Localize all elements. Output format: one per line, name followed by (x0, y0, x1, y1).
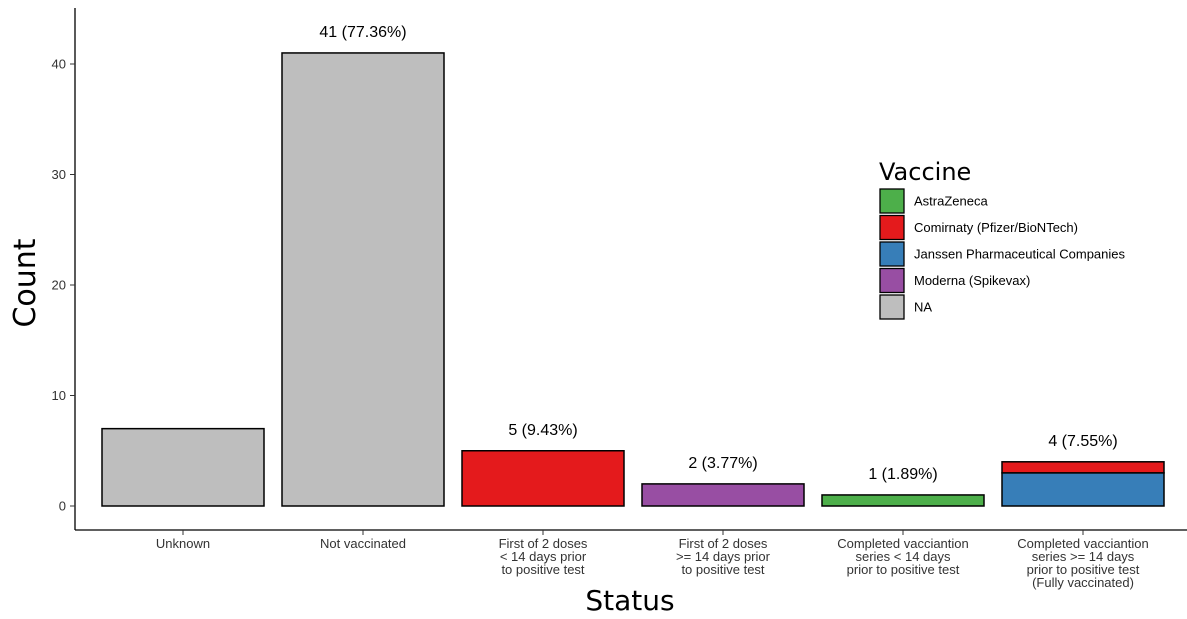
bars (101, 52, 1165, 507)
x-category-label: prior to positive test (1027, 562, 1140, 577)
x-category-label: Not vaccinated (320, 536, 406, 551)
bar-value-label: 2 (3.77%) (688, 455, 757, 472)
bar-segment (1001, 472, 1165, 507)
bar-segment (821, 494, 985, 507)
axes: 0 10 20 30 40 (52, 8, 1187, 535)
legend-item-label: NA (914, 300, 932, 315)
legend-swatch (879, 241, 905, 267)
x-category-label: Completed vacciantion (837, 536, 969, 551)
bar-value-label: 1 (1.89%) (868, 466, 937, 483)
x-category-label: prior to positive test (847, 562, 960, 577)
x-category-label: First of 2 doses (499, 536, 588, 551)
x-category-label: First of 2 doses (679, 536, 768, 551)
bar-value-label: 4 (7.55%) (1048, 433, 1117, 450)
y-tick-label: 40 (52, 57, 66, 72)
legend-swatch (879, 294, 905, 320)
x-category-label: to positive test (681, 562, 764, 577)
bar-labels: 41 (77.36%) 5 (9.43%) 2 (3.77%) 1 (1.89%) 4 … (319, 24, 1117, 483)
legend-swatch (879, 188, 905, 214)
legend-swatch (879, 267, 905, 294)
y-tick-label: 0 (59, 499, 66, 514)
x-category-labels: Unknown Not vaccinated First of 2 doses< 1… (156, 536, 1149, 590)
legend-item-label: AstraZeneca (914, 194, 988, 209)
y-axis-title: Count (8, 238, 43, 327)
bar-segment (641, 483, 805, 507)
legend-item-label: Janssen Pharmaceutical Companies (914, 247, 1125, 262)
y-tick-label: 20 (52, 278, 66, 293)
legend-title: Vaccine (879, 158, 971, 186)
y-tick-label: 30 (52, 167, 66, 182)
legend-item-label: Comirnaty (Pfizer/BioNTech) (914, 220, 1078, 235)
bar-segment (461, 450, 625, 507)
x-category-label: Unknown (156, 536, 210, 551)
bar-value-label: 41 (77.36%) (319, 24, 406, 41)
x-category-label: series >= 14 days (1032, 549, 1135, 564)
x-category-label: < 14 days prior (500, 549, 587, 564)
x-category-label: >= 14 days prior (676, 549, 771, 564)
x-category-label: to positive test (501, 562, 584, 577)
x-category-label: Completed vacciantion (1017, 536, 1149, 551)
bar-segment (1001, 461, 1165, 474)
x-axis-title: Status (585, 584, 674, 617)
bar-value-label: 5 (9.43%) (508, 422, 577, 439)
x-category-label: (Fully vaccinated) (1032, 575, 1134, 590)
bar-segment (281, 52, 445, 507)
legend: Vaccine AstraZeneca Comirnaty (Pfizer/Bio… (879, 158, 1125, 320)
bar-segment (101, 427, 265, 507)
legend-items: AstraZeneca Comirnaty (Pfizer/BioNTech) Ja… (879, 188, 1125, 320)
legend-item-label: Moderna (Spikevax) (914, 273, 1030, 288)
y-tick-label: 10 (52, 388, 66, 403)
legend-swatch (879, 214, 905, 241)
x-category-label: series < 14 days (855, 549, 951, 564)
